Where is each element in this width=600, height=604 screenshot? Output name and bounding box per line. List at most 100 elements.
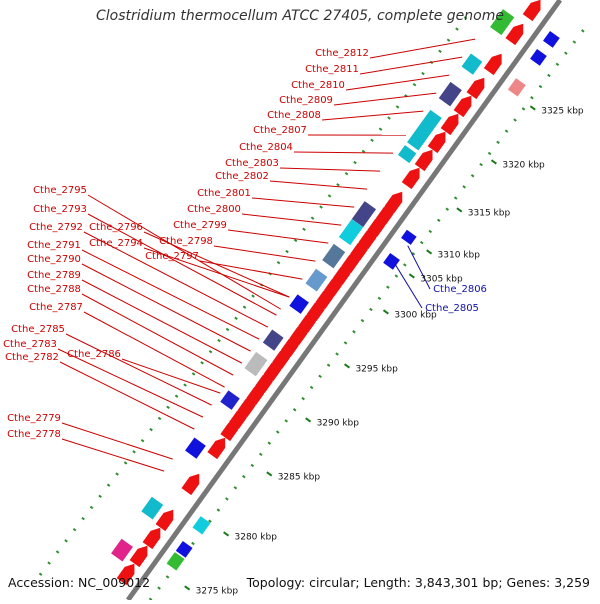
feature-block xyxy=(289,294,309,314)
gene-label: Cthe_2779 xyxy=(7,413,61,424)
cds-arrow-red xyxy=(402,168,420,189)
gene-label: Cthe_2782 xyxy=(5,352,59,363)
gene-label: Cthe_2798 xyxy=(159,236,213,247)
leader-line xyxy=(395,264,422,308)
leader-line xyxy=(322,111,423,120)
tick-label: 3285 kbp xyxy=(278,473,321,483)
tick-mark xyxy=(383,310,388,314)
gene-label: Cthe_2800 xyxy=(187,204,241,215)
leader-line xyxy=(334,93,436,105)
leader-line xyxy=(66,334,212,405)
leader-line xyxy=(270,181,367,189)
tick-mark xyxy=(306,418,311,422)
feature-block xyxy=(462,54,483,75)
feature-block xyxy=(111,539,133,562)
feature-block xyxy=(398,145,416,163)
tick-label: 3310 kbp xyxy=(438,251,481,261)
gene-label: Cthe_2793 xyxy=(33,204,87,215)
leader-line xyxy=(346,75,449,90)
gene-label: Cthe_2801 xyxy=(197,188,251,199)
tick-label: 3275 kbp xyxy=(196,587,239,597)
genome-summary-text: Topology: circular; Length: 3,843,301 bp… xyxy=(247,575,590,590)
dotted-track-outer xyxy=(150,28,585,600)
gene-label: Cthe_2786 xyxy=(67,349,121,360)
tick-mark xyxy=(224,532,229,536)
cds-arrow-red xyxy=(130,546,148,567)
gene-label: Cthe_2794 xyxy=(89,238,143,249)
cds-arrow-red xyxy=(428,132,446,153)
tick-mark xyxy=(427,250,432,254)
cds-arrow-red xyxy=(484,54,502,75)
gene-label: Cthe_2809 xyxy=(279,95,333,106)
map-title: Clostridium thermocellum ATCC 27405, com… xyxy=(0,8,600,24)
cds-arrow-red xyxy=(207,438,225,459)
gene-label: Cthe_2806 xyxy=(433,284,487,295)
cds-arrow-red xyxy=(454,96,472,117)
tick-mark xyxy=(491,160,496,164)
leader-line xyxy=(228,230,328,243)
leader-line xyxy=(60,362,194,429)
reverse-feature-block xyxy=(543,31,560,48)
tick-mark xyxy=(185,586,190,590)
tick-label: 3325 kbp xyxy=(541,107,584,117)
cds-arrow-red xyxy=(156,510,174,531)
gene-label: Cthe_2799 xyxy=(173,220,227,231)
gene-label: Cthe_2790 xyxy=(27,254,81,265)
leader-line xyxy=(280,168,380,171)
feature-block xyxy=(322,244,345,268)
leader-line xyxy=(252,198,354,207)
gene-label: Cthe_2808 xyxy=(267,110,321,121)
accession-text: Accession: NC_009012 xyxy=(8,575,150,590)
gene-label: Cthe_2811 xyxy=(305,64,359,75)
gene-label: Cthe_2804 xyxy=(239,142,293,153)
tick-label: 3315 kbp xyxy=(468,209,511,219)
gene-labels: Cthe_2812 Cthe_2811 Cthe_2810 Cthe_2809 Cthe… xyxy=(3,48,487,440)
leader-line xyxy=(62,423,173,459)
feature-block xyxy=(220,390,240,410)
gene-label: Cthe_2789 xyxy=(27,270,81,281)
tick-mark xyxy=(457,208,462,212)
gene-label: Cthe_2783 xyxy=(3,339,57,350)
gene-label: Cthe_2803 xyxy=(225,158,279,169)
gene-label: Cthe_2787 xyxy=(29,302,83,313)
tick-label: 3305 kbp xyxy=(420,275,463,285)
leader-line xyxy=(294,152,393,153)
feature-block xyxy=(244,352,267,376)
feature-block xyxy=(439,82,462,106)
leader-line xyxy=(242,214,341,225)
leader-line xyxy=(360,57,462,74)
tick-mark xyxy=(530,106,535,110)
cds-arrow-red xyxy=(181,474,199,495)
leader-line xyxy=(370,39,475,58)
gene-label: Cthe_2810 xyxy=(291,80,345,91)
tick-label: 3280 kbp xyxy=(235,533,278,543)
tick-mark xyxy=(267,472,272,476)
reverse-feature-block xyxy=(508,78,526,96)
gene-label: Cthe_2795 xyxy=(33,185,87,196)
gene-label: Cthe_2778 xyxy=(7,429,61,440)
gene-label: Cthe_2802 xyxy=(215,171,269,182)
gene-label: Cthe_2812 xyxy=(315,48,369,59)
gene-label: Cthe_2796 xyxy=(89,222,143,233)
feature-block xyxy=(263,330,284,351)
cds-arrow-red xyxy=(415,150,433,171)
feature-block xyxy=(141,497,163,520)
reverse-feature-block xyxy=(193,516,211,534)
leader-line xyxy=(82,294,233,375)
leader-line xyxy=(62,439,164,471)
reverse-feature-block xyxy=(530,49,547,66)
gene-label: Cthe_2792 xyxy=(29,222,83,233)
feature-block xyxy=(185,438,206,459)
gene-label: Cthe_2791 xyxy=(27,240,81,251)
feature-block xyxy=(305,269,327,292)
gene-label: Cthe_2788 xyxy=(27,284,81,295)
tick-mark xyxy=(409,274,414,278)
cds-arrow-red xyxy=(505,24,523,45)
cds-arrow-red xyxy=(441,114,459,135)
cds-arrow-red xyxy=(143,528,161,549)
tick-mark xyxy=(345,364,350,368)
tick-label: 3320 kbp xyxy=(502,161,545,171)
gene-label: Cthe_2785 xyxy=(11,324,65,335)
tick-label: 3290 kbp xyxy=(317,419,360,429)
